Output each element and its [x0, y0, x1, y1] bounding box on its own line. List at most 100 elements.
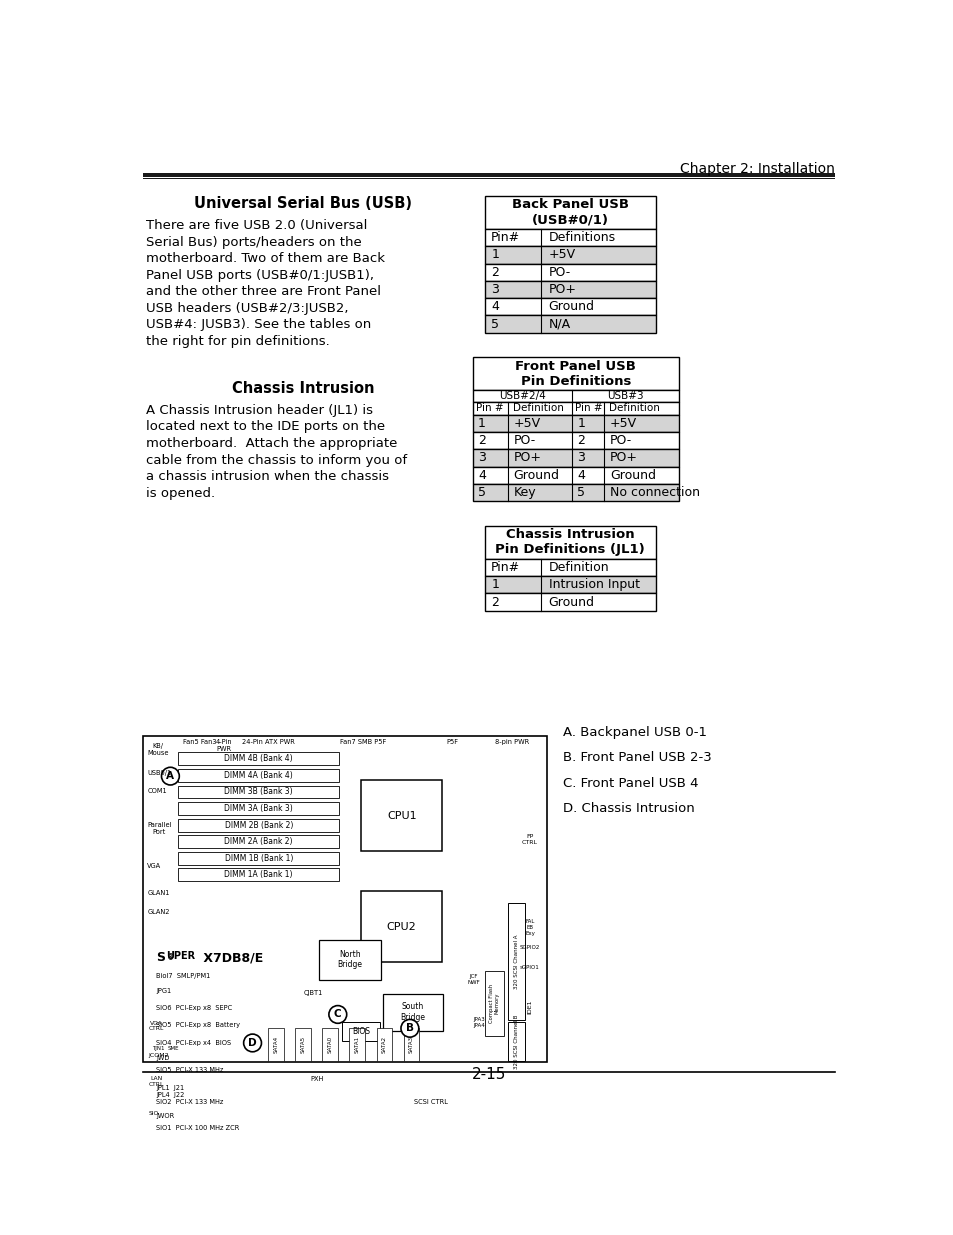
Text: Intrusion Input: Intrusion Input: [548, 578, 639, 592]
Text: BIOS: BIOS: [352, 1026, 370, 1036]
Text: JWD: JWD: [156, 1055, 170, 1061]
Text: SATA4: SATA4: [273, 1036, 278, 1053]
Text: 24-Pin ATX PWR: 24-Pin ATX PWR: [241, 739, 294, 745]
Bar: [472, 484, 679, 501]
Text: LAN
CTRL: LAN CTRL: [149, 1076, 164, 1087]
Text: KB/
Mouse: KB/ Mouse: [147, 743, 169, 756]
Circle shape: [400, 1019, 418, 1037]
Text: 5: 5: [577, 487, 584, 499]
Circle shape: [243, 1034, 261, 1052]
Text: DIMM 3A (Bank 3): DIMM 3A (Bank 3): [224, 804, 293, 813]
Text: PO+: PO+: [513, 452, 541, 464]
Text: 2: 2: [577, 435, 584, 447]
Text: PO-: PO-: [548, 266, 570, 279]
Bar: [178, 752, 339, 766]
Bar: [178, 769, 339, 782]
Text: N/A: N/A: [548, 317, 570, 331]
Bar: [484, 558, 655, 576]
Text: Definition: Definition: [548, 561, 609, 574]
Text: +5V: +5V: [609, 416, 637, 430]
Bar: [142, 736, 546, 1062]
Text: X7DB8/E: X7DB8/E: [199, 951, 263, 965]
Text: S: S: [156, 951, 165, 965]
Text: cable from the chassis to inform you of: cable from the chassis to inform you of: [146, 453, 407, 467]
Text: SIO5  PCI-X 133 MHz: SIO5 PCI-X 133 MHz: [156, 1067, 224, 1073]
Circle shape: [329, 1005, 346, 1024]
Text: North
Bridge: North Bridge: [337, 950, 362, 969]
Text: DIMM 1A (Bank 1): DIMM 1A (Bank 1): [224, 871, 293, 879]
Text: USB#2/4: USB#2/4: [498, 391, 545, 401]
Text: B: B: [405, 1024, 414, 1034]
Text: 320 SCSI Channel A: 320 SCSI Channel A: [514, 934, 518, 988]
Text: SME: SME: [167, 1046, 178, 1051]
Text: VGA: VGA: [147, 863, 161, 868]
Text: ®: ®: [167, 953, 173, 962]
Text: USB#3: USB#3: [606, 391, 643, 401]
Bar: [484, 228, 655, 246]
Text: GLAN2: GLAN2: [147, 909, 170, 915]
Bar: [472, 467, 679, 484]
Text: SATA3: SATA3: [409, 1036, 414, 1053]
Text: TJN1: TJN1: [152, 1046, 164, 1051]
Text: A Chassis Intrusion header (JL1) is: A Chassis Intrusion header (JL1) is: [146, 404, 373, 417]
Bar: [484, 196, 655, 228]
Text: Back Panel USB
(USB#0/1): Back Panel USB (USB#0/1): [511, 199, 628, 226]
Text: 5: 5: [491, 317, 498, 331]
Text: 5: 5: [477, 487, 486, 499]
Text: DIMM 4B (Bank 4): DIMM 4B (Bank 4): [224, 755, 293, 763]
Bar: [178, 835, 339, 848]
Bar: [472, 401, 679, 415]
Text: SIO6  PCI-Exp x8  SEPC: SIO6 PCI-Exp x8 SEPC: [156, 1005, 233, 1011]
Text: BioI7  SMLP/PM1: BioI7 SMLP/PM1: [156, 973, 211, 979]
Text: motherboard.  Attach the appropriate: motherboard. Attach the appropriate: [146, 437, 397, 450]
Text: located next to the IDE ports on the: located next to the IDE ports on the: [146, 420, 385, 433]
Circle shape: [161, 767, 179, 785]
Text: PXH: PXH: [310, 1076, 323, 1082]
Bar: [484, 263, 655, 280]
Text: USB0/1: USB0/1: [147, 769, 172, 776]
Text: DIMM 3B (Bank 3): DIMM 3B (Bank 3): [224, 788, 293, 797]
Bar: [508, 903, 525, 1020]
Text: PO-: PO-: [513, 435, 536, 447]
Text: 2: 2: [491, 266, 498, 279]
Text: Panel USB ports (USB#0/1:JUSB1),: Panel USB ports (USB#0/1:JUSB1),: [146, 269, 374, 282]
Text: CPU2: CPU2: [387, 921, 416, 931]
Text: Ground: Ground: [609, 469, 655, 482]
Bar: [268, 1029, 283, 1061]
Text: 2-15: 2-15: [471, 1067, 506, 1082]
Text: DIMM 1B (Bank 1): DIMM 1B (Bank 1): [224, 853, 293, 863]
Text: 4: 4: [477, 469, 485, 482]
Text: JPA3
JPA4: JPA3 JPA4: [473, 1016, 484, 1028]
Text: 4: 4: [577, 469, 584, 482]
Text: JPG1: JPG1: [156, 988, 172, 994]
Bar: [403, 1029, 418, 1061]
Text: PO-: PO-: [609, 435, 632, 447]
Bar: [484, 526, 655, 558]
Text: motherboard. Two of them are Back: motherboard. Two of them are Back: [146, 252, 385, 266]
Text: IDE1: IDE1: [527, 999, 532, 1014]
Text: 4: 4: [491, 300, 498, 314]
Text: VGA
CTRL: VGA CTRL: [149, 1020, 164, 1031]
Bar: [178, 785, 339, 799]
Text: Fan5 Fan3: Fan5 Fan3: [183, 739, 216, 745]
Text: 320 SCSI Channel B: 320 SCSI Channel B: [514, 1014, 518, 1068]
Text: 3: 3: [577, 452, 584, 464]
Text: D: D: [248, 1037, 256, 1049]
Bar: [484, 246, 655, 263]
Text: 2: 2: [477, 435, 485, 447]
Text: +5V: +5V: [513, 416, 540, 430]
Text: Definition: Definition: [608, 403, 659, 414]
Text: a chassis intrusion when the chassis: a chassis intrusion when the chassis: [146, 471, 389, 483]
Text: 1: 1: [477, 416, 485, 430]
Text: 1: 1: [491, 578, 498, 592]
Text: DIMM 4A (Bank 4): DIMM 4A (Bank 4): [224, 771, 293, 781]
Text: Pin #: Pin #: [476, 403, 503, 414]
Text: Front Panel USB
Pin Definitions: Front Panel USB Pin Definitions: [515, 359, 636, 388]
Text: Ground: Ground: [548, 595, 594, 609]
Bar: [319, 940, 381, 979]
Bar: [484, 280, 655, 298]
Bar: [294, 1029, 311, 1061]
Text: Serial Bus) ports/headers on the: Serial Bus) ports/headers on the: [146, 236, 362, 248]
Text: SIO: SIO: [149, 1112, 159, 1116]
Text: A: A: [166, 771, 174, 781]
